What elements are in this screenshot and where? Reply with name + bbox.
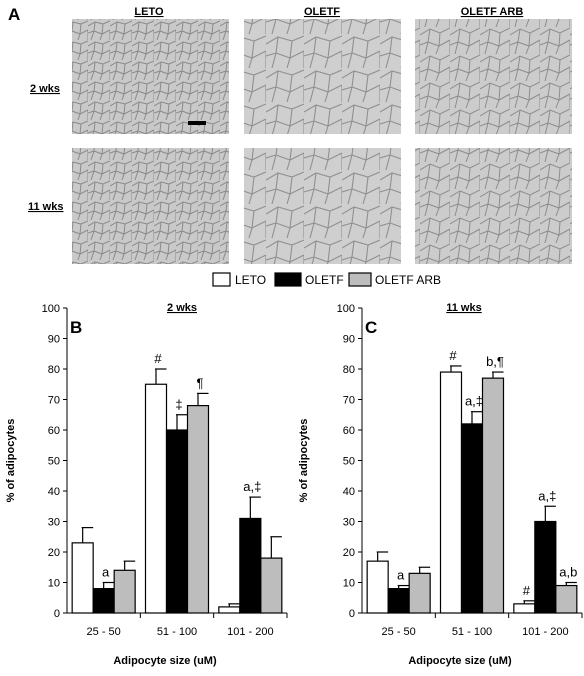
bar-b-2-1 — [186, 405, 210, 614]
significance-label-b: ‡ — [175, 397, 182, 412]
micrograph-oletf-arb-2wks — [415, 19, 572, 134]
legend-swatch-oletf-arb — [348, 272, 372, 287]
x-tick-label-c: 51 - 100 — [452, 626, 492, 638]
row-label-11wks: 11 wks — [28, 201, 63, 213]
legend: LETO OLETF OLETF ARB — [212, 272, 441, 287]
bar-c-2-1 — [481, 377, 505, 614]
x-tick-label-c: 101 - 200 — [522, 626, 568, 638]
y-tick-label-b: 100 — [42, 303, 60, 315]
y-tick-label-b: 20 — [48, 547, 60, 559]
y-tick-label-b: 70 — [48, 395, 60, 407]
significance-label-b: a,‡ — [243, 479, 261, 494]
bar-b-2-2 — [260, 557, 283, 614]
y-tick-label-b: 40 — [48, 486, 60, 498]
y-tick-label-c: 60 — [343, 425, 355, 437]
x-tick-label-c: 25 - 50 — [382, 626, 416, 638]
y-tick-label-c: 90 — [343, 334, 355, 346]
legend-label-oletf: OLETF — [305, 273, 344, 287]
y-tick-label-b: 10 — [48, 578, 60, 590]
micrograph-leto-11wks — [72, 148, 229, 264]
significance-label-b: # — [154, 351, 162, 366]
x-tick-label-b: 25 - 50 — [87, 626, 121, 638]
chart-title-c: 11 wks — [446, 302, 481, 314]
significance-label-c: a,b — [559, 565, 577, 580]
y-axis-label-c: % of adipocytes — [298, 419, 310, 503]
bar-c-0-0 — [366, 560, 389, 614]
y-tick-label-c: 30 — [343, 517, 355, 529]
bar-c-1-1 — [460, 423, 484, 614]
bar-c-0-2 — [513, 603, 536, 614]
bar-c-2-0 — [408, 572, 431, 614]
y-tick-label-b: 60 — [48, 425, 60, 437]
y-tick-label-b: 90 — [48, 334, 60, 346]
y-tick-label-c: 10 — [343, 578, 355, 590]
y-tick-label-c: 20 — [343, 547, 355, 559]
significance-label-c: a,‡ — [538, 488, 556, 503]
y-tick-label-b: 80 — [48, 364, 60, 376]
x-tick-label-b: 101 - 200 — [227, 626, 273, 638]
legend-swatch-oletf — [274, 272, 302, 287]
x-axis-label-c: Adipocyte size (uM) — [408, 655, 512, 667]
significance-label-c: a,‡ — [465, 394, 483, 409]
bar-b-1-2 — [239, 517, 262, 614]
panel-a-letter: A — [8, 5, 20, 24]
micrograph-oletf-2wks — [244, 19, 401, 134]
y-tick-label-c: 100 — [337, 303, 355, 315]
x-tick-label-b: 51 - 100 — [157, 626, 197, 638]
y-tick-label-c: 50 — [343, 456, 355, 468]
y-axis-label-b: % of adipocytes — [5, 419, 17, 503]
x-axis-label-b: Adipocyte size (uM) — [113, 655, 217, 667]
bar-c-2-2 — [555, 584, 578, 614]
column-label-oletf-arb: OLETF ARB — [461, 6, 524, 18]
bar-b-0-2 — [218, 606, 241, 614]
column-label-oletf: OLETF — [304, 6, 340, 18]
scale-bar — [188, 121, 206, 125]
significance-label-b: ¶ — [197, 375, 204, 390]
row-label-2wks: 2 wks — [30, 83, 60, 95]
panel-letter-b: B — [70, 318, 82, 337]
y-tick-label-c: 0 — [349, 608, 355, 620]
panel-letter-c: C — [365, 318, 377, 337]
legend-label-leto: LETO — [235, 273, 266, 287]
y-tick-label-b: 0 — [54, 608, 60, 620]
chart-2wks: B 2 wks 0 10 20 30 40 50 60 70 80 90 100 % of adipocy… — [5, 302, 288, 667]
bar-b-1-1 — [165, 429, 189, 614]
legend-swatch-leto — [212, 272, 231, 287]
significance-label-c: b,¶ — [486, 354, 504, 369]
y-tick-label-c: 80 — [343, 364, 355, 376]
significance-label-c: a — [397, 568, 405, 583]
column-label-leto: LETO — [134, 6, 164, 18]
y-tick-label-b: 30 — [48, 517, 60, 529]
micrograph-oletf-11wks — [244, 148, 401, 264]
bar-c-0-1 — [439, 371, 463, 614]
significance-label-c: # — [523, 583, 531, 598]
significance-label-b: a — [102, 565, 110, 580]
bar-b-2-0 — [113, 569, 136, 614]
significance-label-c: # — [449, 348, 457, 363]
chart-11wks: C 11 wks 0 10 20 30 40 50 60 70 80 90 100 % of adipoc… — [298, 302, 583, 667]
legend-label-oletf-arb: OLETF ARB — [375, 273, 441, 287]
bar-b-0-1 — [144, 383, 168, 614]
y-tick-label-c: 40 — [343, 486, 355, 498]
y-tick-label-c: 70 — [343, 395, 355, 407]
micrograph-oletf-arb-11wks — [415, 148, 572, 264]
micrograph-leto-2wks — [72, 19, 229, 134]
y-tick-label-b: 50 — [48, 456, 60, 468]
bar-c-1-0 — [387, 587, 410, 614]
bar-b-0-0 — [71, 542, 94, 614]
bar-b-1-0 — [92, 587, 115, 614]
bar-c-1-2 — [534, 520, 557, 614]
chart-title-b: 2 wks — [167, 302, 197, 314]
